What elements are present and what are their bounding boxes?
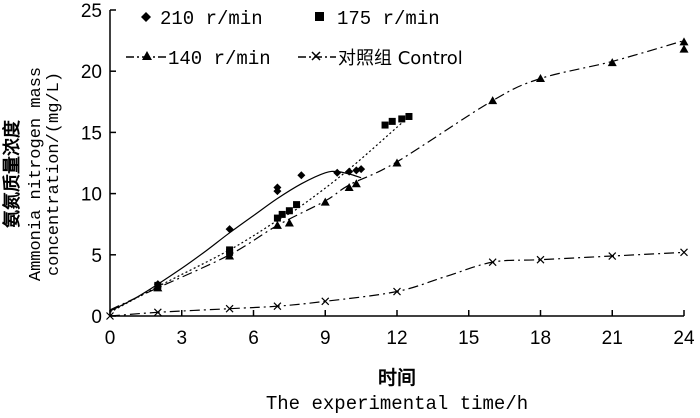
data-point-140 [272,220,282,229]
data-point-140 [153,283,163,292]
x-tick-label: 0 [105,328,116,349]
data-point-140 [488,96,498,105]
data-point-140 [225,251,235,260]
data-point-control [273,302,282,311]
data-point-140 [536,74,545,83]
data-point-210 [273,183,282,192]
x-tick-label: 18 [530,328,551,349]
x-tick-label: 21 [602,328,623,349]
y-tick-label: 15 [81,123,102,144]
y-axis-title-cn: 氨氮质量浓度 [1,119,23,228]
data-point-175 [381,121,389,129]
legend-item-140: 140 r/min [126,48,271,70]
data-point-control [488,258,497,267]
x-tick-label: 9 [320,328,331,349]
data-point-175 [226,246,234,254]
data-point-140 [351,179,361,188]
data-point-175 [278,210,286,218]
data-point-control [321,297,330,306]
y-tick-label: 0 [91,307,102,328]
legend-marker-x-icon [311,51,321,61]
data-point-control [393,287,401,296]
data-point-140 [679,37,689,46]
legend-marker-diamond-icon [141,12,151,22]
series-line-0 [109,170,362,312]
data-point-140 [344,182,354,191]
data-point-control [608,252,617,260]
x-tick-label: 24 [673,328,695,349]
data-point-210 [297,171,306,180]
data-point-175 [285,207,293,215]
y-ticks-group: 0 5 10 15 20 25 [81,1,116,328]
data-point-140 [679,44,689,53]
data-point-210 [357,165,366,174]
x-tick-label: 15 [458,328,479,349]
data-point-140 [284,218,294,227]
data-point-control [680,248,688,257]
legend: 210 r/min 175 r/min 140 r/min 对照组 Contro… [126,8,463,70]
y-axis-title-en-line1: Ammonia nitrogen mass [27,67,46,281]
data-point-210 [333,168,342,177]
legend-label-140: 140 r/min [168,48,271,70]
x-tick-label: 12 [386,328,407,349]
legend-item-control: 对照组 Control [298,48,463,69]
x-tick-label: 3 [176,328,187,349]
series-points-group [106,37,689,320]
legend-label-175: 175 r/min [337,8,440,30]
y-tick-label: 10 [81,185,102,206]
legend-label-control: 对照组 Control [338,48,463,69]
data-point-175 [293,201,301,209]
legend-item-175: 175 r/min [315,8,440,30]
data-point-175 [388,117,396,125]
data-point-control [106,312,114,320]
x-ticks-group: 0 3 6 9 12 15 18 21 24 [105,310,695,349]
y-tick-label: 20 [81,62,102,83]
data-point-175 [273,214,281,222]
x-axis-title-en: The experimental time/h [266,393,528,415]
data-point-210 [225,225,234,234]
data-point-control [536,255,545,264]
data-point-control [225,304,234,313]
data-point-175 [398,115,406,123]
data-point-140 [320,197,330,206]
data-point-140 [607,58,617,67]
y-tick-label: 5 [91,246,102,267]
y-axis-title-en-line2: concentration/(mg/L) [45,72,64,276]
data-point-control [153,308,162,317]
data-point-210 [345,167,354,176]
x-axis-title-cn: 时间 [378,367,416,389]
legend-marker-triangle-icon [142,51,152,60]
x-tick-label: 6 [248,328,259,349]
legend-marker-square-icon [315,12,324,21]
data-point-140 [392,158,402,167]
y-tick-label: 25 [81,1,102,22]
series-lines-group [109,40,685,317]
legend-item-210: 210 r/min [141,8,263,30]
legend-label-210: 210 r/min [160,8,263,30]
series-line-2 [109,40,685,311]
data-point-175 [405,112,413,120]
series-line-3 [109,251,685,317]
